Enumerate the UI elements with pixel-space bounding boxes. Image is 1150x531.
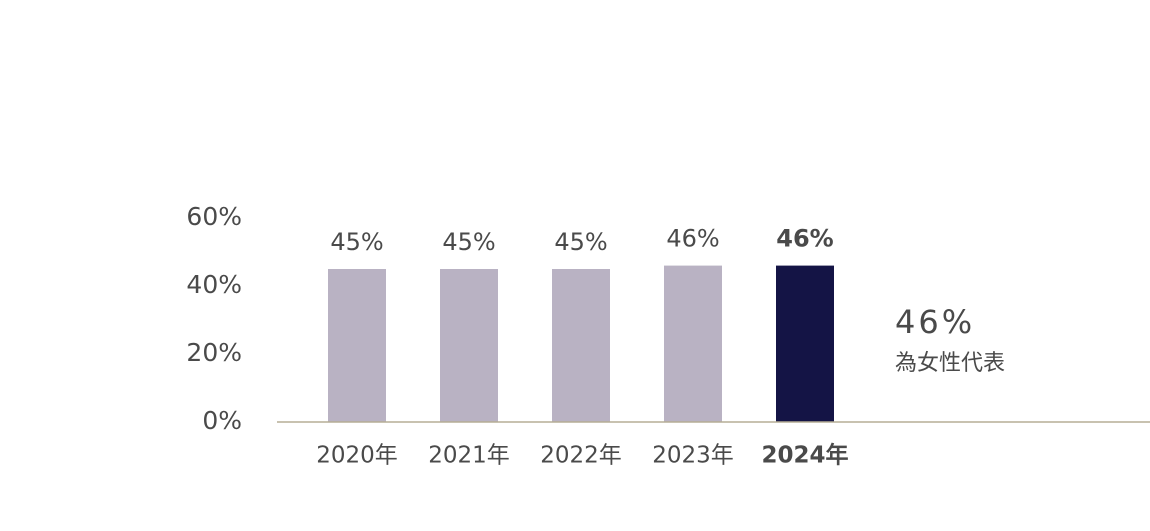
y-tick-label: 40% bbox=[186, 270, 242, 299]
x-tick-label: 2020年 bbox=[316, 443, 398, 469]
value-label: 46% bbox=[776, 225, 833, 253]
value-label: 45% bbox=[330, 228, 383, 256]
y-tick-label: 20% bbox=[186, 338, 242, 367]
bar bbox=[664, 265, 722, 422]
bar bbox=[776, 265, 834, 422]
value-label: 45% bbox=[442, 228, 495, 256]
bar bbox=[328, 269, 386, 422]
x-tick-label: 2021年 bbox=[428, 443, 510, 469]
annotation-headline: 46% bbox=[895, 303, 975, 341]
y-tick-label: 0% bbox=[202, 406, 242, 435]
bar bbox=[552, 269, 610, 422]
x-tick-label: 2023年 bbox=[652, 443, 734, 469]
annotation-text: 為女性代表 bbox=[895, 351, 1005, 376]
bar bbox=[440, 269, 498, 422]
value-label: 45% bbox=[554, 228, 607, 256]
x-tick-label: 2022年 bbox=[540, 443, 622, 469]
y-tick-label: 60% bbox=[186, 202, 242, 231]
x-tick-label: 2024年 bbox=[761, 442, 848, 469]
value-label: 46% bbox=[666, 225, 719, 253]
